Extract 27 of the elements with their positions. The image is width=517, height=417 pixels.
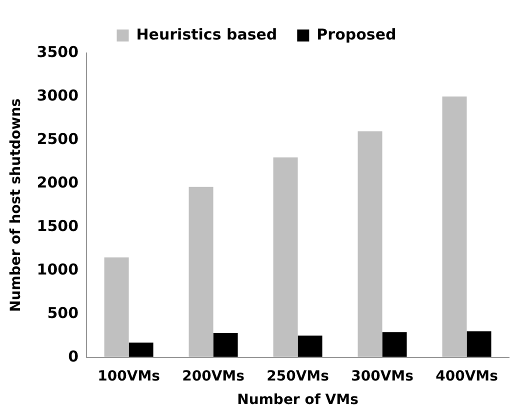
- bar: [358, 131, 382, 357]
- y-tick-label: 1500: [36, 216, 79, 235]
- bar: [273, 157, 298, 357]
- x-tick-label: 100VMs: [98, 368, 160, 384]
- bar: [213, 333, 238, 357]
- x-tick-label: 200VMs: [182, 368, 244, 384]
- x-tick-label: 250VMs: [266, 368, 329, 384]
- legend-label: Heuristics based: [136, 25, 278, 44]
- y-tick-label: 3000: [36, 86, 79, 104]
- y-tick-label: 1000: [36, 260, 79, 278]
- y-tick-label: 3500: [36, 42, 79, 61]
- bar: [104, 257, 129, 357]
- y-tick-label: 0: [68, 347, 79, 366]
- y-tick-label: 2000: [36, 173, 79, 192]
- bar: [466, 331, 492, 357]
- x-tick-label: 300VMs: [351, 368, 414, 384]
- y-tick-label: 500: [47, 304, 79, 322]
- y-tick-label: 2500: [36, 130, 79, 148]
- bar: [298, 336, 322, 357]
- bar: [382, 332, 407, 357]
- bar: [128, 342, 154, 357]
- x-tick-label: 400VMs: [436, 368, 498, 384]
- y-axis-title: Number of host shutdowns: [8, 98, 24, 312]
- bar: [442, 96, 467, 357]
- x-axis-title: Number of VMs: [237, 392, 358, 408]
- legend-label: Proposed: [316, 25, 396, 44]
- bar: [188, 186, 214, 357]
